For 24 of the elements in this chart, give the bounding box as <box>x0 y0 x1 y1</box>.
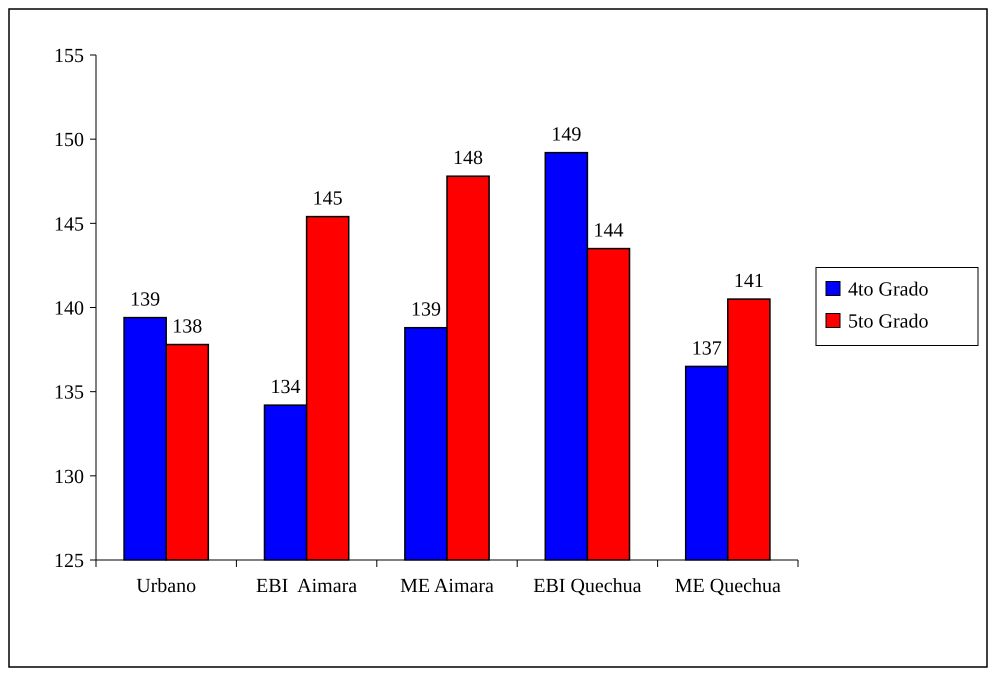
data-label: 137 <box>692 337 722 360</box>
y-tick-label: 135 <box>54 382 84 404</box>
x-tick-label: EBI Quechua <box>533 575 642 597</box>
data-label: 134 <box>270 376 301 398</box>
x-tick-label: Urbano <box>136 575 196 597</box>
y-tick-label: 145 <box>54 213 84 236</box>
x-tick-label: EBI Aimara <box>256 575 358 597</box>
data-label: 149 <box>551 124 582 146</box>
data-label: 139 <box>410 298 441 321</box>
legend-label: 5to Grado <box>848 310 929 332</box>
legend-label: 4to Grado <box>848 278 929 300</box>
y-tick-label: 130 <box>54 466 84 488</box>
y-tick-label: 140 <box>54 298 84 320</box>
x-tick-label: ME Quechua <box>674 575 781 597</box>
y-tick-label: 155 <box>54 45 84 67</box>
data-label: 145 <box>312 188 343 210</box>
data-label: 148 <box>453 147 484 170</box>
data-label: 141 <box>734 270 764 292</box>
data-label: 144 <box>593 220 624 242</box>
x-tick-label: ME Aimara <box>400 575 494 597</box>
data-label: 139 <box>130 288 160 311</box>
data-label: 138 <box>172 316 202 338</box>
y-tick-label: 125 <box>54 550 84 572</box>
y-tick-label: 150 <box>54 129 84 152</box>
